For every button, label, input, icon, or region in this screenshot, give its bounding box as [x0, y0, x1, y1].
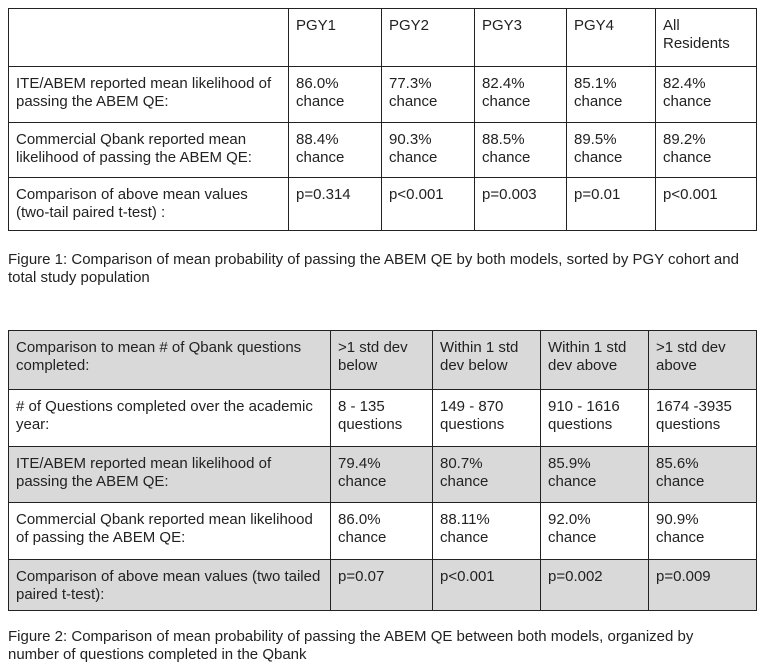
- row: Commercial Qbank reported mean likelihoo…: [8, 502, 757, 560]
- row: Comparison of above mean values (two-tai…: [8, 177, 757, 231]
- cell: p=0.002: [540, 559, 649, 611]
- cell: 88.11% chance: [432, 502, 541, 560]
- header-cell: PGY4: [566, 8, 656, 67]
- cell: 85.1% chance: [566, 66, 656, 123]
- row-label: Commercial Qbank reported mean likelihoo…: [8, 502, 331, 560]
- cell: 89.2% chance: [655, 122, 757, 178]
- cell: 77.3% chance: [381, 66, 475, 123]
- table-pgy: PGY1 PGY2 PGY3 PGY4 All Residents ITE/ABEM re…: [8, 8, 757, 231]
- row: Commercial Qbank reported mean likelihoo…: [8, 122, 757, 178]
- cell: 89.5% chance: [566, 122, 656, 178]
- cell: 92.0% chance: [540, 502, 649, 560]
- row: ITE/ABEM reported mean likelihood of pas…: [8, 446, 757, 503]
- cell: 82.4% chance: [474, 66, 567, 123]
- header-cell: Within 1 std dev below: [432, 330, 541, 390]
- cell: 85.6% chance: [648, 446, 757, 503]
- cell: 86.0% chance: [288, 66, 382, 123]
- cell: 88.4% chance: [288, 122, 382, 178]
- cell: 90.9% chance: [648, 502, 757, 560]
- cell: 85.9% chance: [540, 446, 649, 503]
- cell: 910 - 1616 questions: [540, 389, 649, 447]
- header-row: Comparison to mean # of Qbank questions …: [8, 330, 757, 390]
- cell: p=0.314: [288, 177, 382, 231]
- cell: 8 - 135 questions: [330, 389, 433, 447]
- cell: 149 - 870 questions: [432, 389, 541, 447]
- header-cell: PGY2: [381, 8, 475, 67]
- caption: Figure 2: Comparison of mean probability…: [8, 628, 694, 663]
- cell: p<0.001: [432, 559, 541, 611]
- header-row: PGY1 PGY2 PGY3 PGY4 All Residents: [8, 8, 757, 67]
- header-cell: Comparison to mean # of Qbank questions …: [8, 330, 331, 390]
- row: # of Questions completed over the academ…: [8, 389, 757, 447]
- row: ITE/ABEM reported mean likelihood of pas…: [8, 66, 757, 123]
- row-label: Commercial Qbank reported mean likelihoo…: [8, 122, 289, 178]
- cell: 79.4% chance: [330, 446, 433, 503]
- header-cell: >1 std dev below: [330, 330, 433, 390]
- row-label: Comparison of above mean values (two-tai…: [8, 177, 289, 231]
- cell: p=0.07: [330, 559, 433, 611]
- cell: p=0.01: [566, 177, 656, 231]
- header-cell: [8, 8, 289, 67]
- cell: 82.4% chance: [655, 66, 757, 123]
- row-label: Comparison of above mean values (two tai…: [8, 559, 331, 611]
- cell: 88.5% chance: [474, 122, 567, 178]
- header-cell: PGY1: [288, 8, 382, 67]
- header-cell: PGY3: [474, 8, 567, 67]
- table-qbank: Comparison to mean # of Qbank questions …: [8, 330, 757, 611]
- cell: p=0.009: [648, 559, 757, 611]
- row-label: # of Questions completed over the academ…: [8, 389, 331, 447]
- cell: p<0.001: [655, 177, 757, 231]
- row-label: ITE/ABEM reported mean likelihood of pas…: [8, 446, 331, 503]
- row: Comparison of above mean values (two tai…: [8, 559, 757, 611]
- cell: 1674 -3935 questions: [648, 389, 757, 447]
- cell: p<0.001: [381, 177, 475, 231]
- header-cell: >1 std dev above: [648, 330, 757, 390]
- header-cell: Within 1 std dev above: [540, 330, 649, 390]
- row-label: ITE/ABEM reported mean likelihood of pas…: [8, 66, 289, 123]
- cell: p=0.003: [474, 177, 567, 231]
- header-cell: All Residents: [655, 8, 757, 67]
- caption: Figure 1: Comparison of mean probability…: [8, 251, 739, 286]
- cell: 86.0% chance: [330, 502, 433, 560]
- cell: 90.3% chance: [381, 122, 475, 178]
- cell: 80.7% chance: [432, 446, 541, 503]
